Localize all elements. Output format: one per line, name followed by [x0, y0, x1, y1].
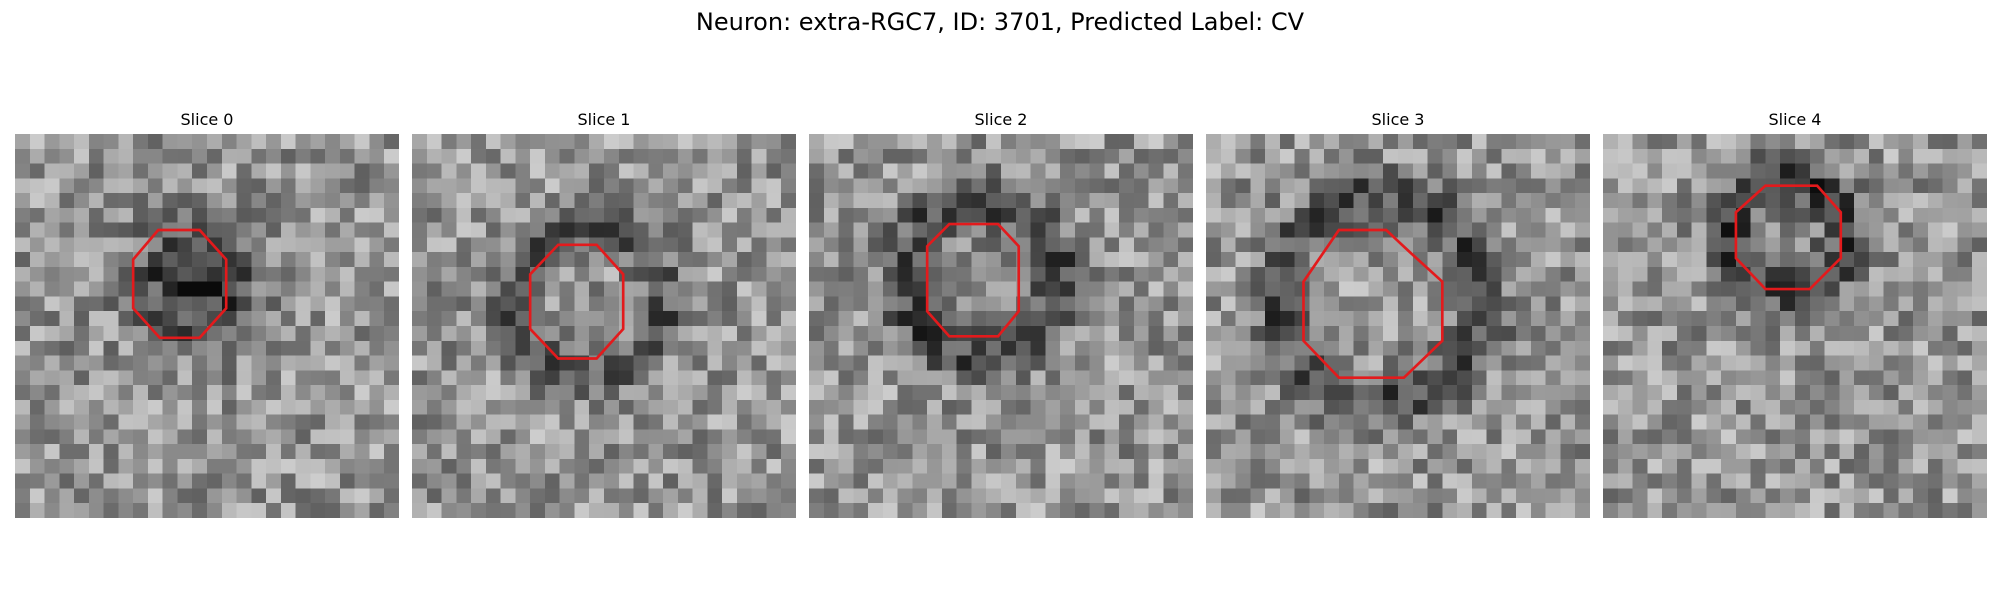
- slice-panel-0: Slice 0: [15, 108, 399, 518]
- contour-overlay: [528, 243, 625, 360]
- slice-image: [1206, 134, 1590, 518]
- figure-title: Neuron: extra-RGC7, ID: 3701, Predicted …: [695, 8, 1305, 36]
- contour-overlay: [1734, 184, 1843, 291]
- slice-image-frame: [1206, 134, 1590, 518]
- slice-title: Slice 4: [1768, 110, 1822, 129]
- roi-contour: [1302, 228, 1444, 380]
- slice-image-frame: [15, 134, 399, 518]
- slice-image: [15, 134, 399, 518]
- slice-image: [412, 134, 796, 518]
- slice-image-frame: [1603, 134, 1987, 518]
- slice-panel-4: Slice 4: [1603, 108, 1987, 518]
- slice-panel-2: Slice 2: [809, 108, 1193, 518]
- roi-contour: [925, 222, 1021, 338]
- slice-title: Slice 3: [1371, 110, 1425, 129]
- slice-panel-3: Slice 3: [1206, 108, 1590, 518]
- slice-image: [809, 134, 1193, 518]
- contour-overlay: [925, 222, 1021, 338]
- slice-image: [1603, 134, 1987, 518]
- slice-title: Slice 2: [974, 110, 1028, 129]
- roi-contour: [131, 228, 228, 340]
- slice-title: Slice 1: [577, 110, 631, 129]
- slice-image-frame: [809, 134, 1193, 518]
- slice-panel-1: Slice 1: [412, 108, 796, 518]
- roi-contour: [1734, 184, 1843, 291]
- contour-overlay: [131, 228, 228, 340]
- contour-overlay: [1302, 228, 1444, 380]
- slice-image-frame: [412, 134, 796, 518]
- slice-title: Slice 0: [180, 110, 234, 129]
- roi-contour: [528, 243, 625, 360]
